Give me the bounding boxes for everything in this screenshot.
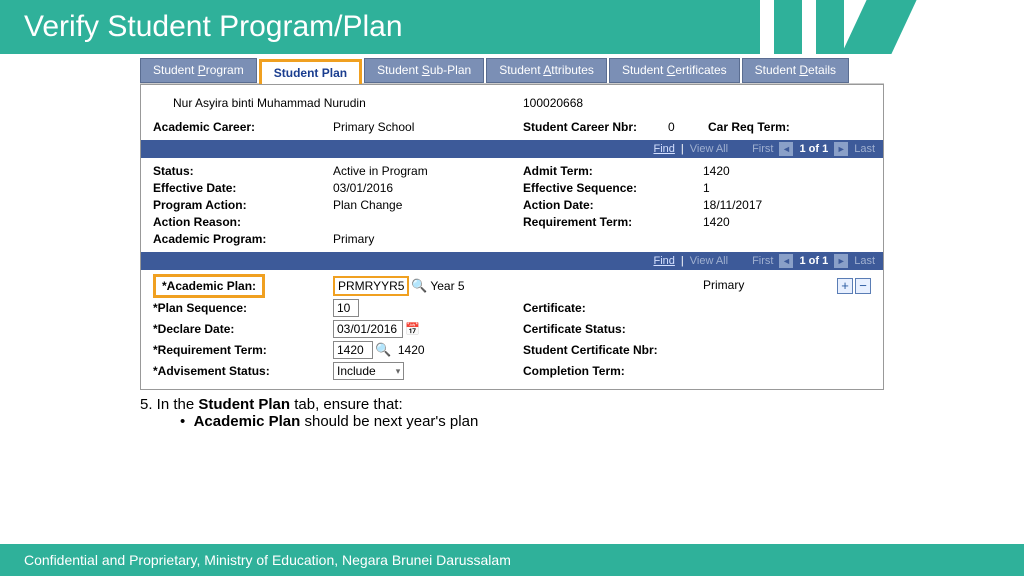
lookup-icon-2[interactable]: 🔍 <box>375 342 391 357</box>
tab-student-subplan[interactable]: Student Sub-Plan <box>364 58 484 83</box>
cert-label: Certificate: <box>523 301 703 315</box>
action-date-value: 18/11/2017 <box>703 198 871 212</box>
footer: Confidential and Proprietary, Ministry o… <box>0 544 1024 576</box>
lookup-icon[interactable]: 🔍 <box>411 278 427 293</box>
career-nbr-value: 0 <box>668 120 708 134</box>
academic-career-value: Primary School <box>333 120 523 134</box>
nav-bar-2: Find| View All First ◄ 1 of 1 ► Last <box>141 252 883 270</box>
action-date-label: Action Date: <box>523 198 703 212</box>
prog-action-value: Plan Change <box>333 198 523 212</box>
slide-header: Verify Student Program/Plan <box>0 0 1024 54</box>
prev-icon[interactable]: ◄ <box>779 142 793 156</box>
req-term-label: Requirement Term: <box>523 215 703 229</box>
plan-seq-input[interactable]: 10 <box>333 299 359 317</box>
first-label: First <box>752 143 773 155</box>
last-label: Last <box>854 143 875 155</box>
eff-seq-label: Effective Sequence: <box>523 181 703 195</box>
acad-prog-value: Primary <box>333 232 523 246</box>
tab-student-details[interactable]: Student Details <box>742 58 849 83</box>
req-term-input[interactable]: 1420 <box>333 341 373 359</box>
eff-date-value: 03/01/2016 <box>333 181 523 195</box>
declare-label: *Declare Date: <box>153 322 333 336</box>
career-nbr-label: Student Career Nbr: <box>523 120 668 134</box>
admit-term-label: Admit Term: <box>523 164 703 178</box>
cert-status-label: Certificate Status: <box>523 322 703 336</box>
tab-student-plan[interactable]: Student Plan <box>259 59 362 84</box>
acad-prog-label: Academic Program: <box>153 232 333 246</box>
next-icon-2[interactable]: ► <box>834 254 848 268</box>
action-reason-label: Action Reason: <box>153 215 333 229</box>
prog-action-label: Program Action: <box>153 198 333 212</box>
tab-student-attributes[interactable]: Student Attributes <box>486 58 607 83</box>
instructions: 5. In the Student Plan tab, ensure that:… <box>0 390 1024 436</box>
acad-plan-desc: Year 5 <box>430 279 464 293</box>
add-row-button[interactable]: + <box>837 278 853 294</box>
next-icon[interactable]: ► <box>834 142 848 156</box>
acad-plan-input[interactable]: PRMRYYR5 <box>333 276 409 296</box>
form-panel: Nur Asyira binti Muhammad Nurudin 100020… <box>140 84 884 390</box>
car-req-term-label: Car Req Term: <box>708 120 790 134</box>
tab-row: Student Program Student Plan Student Sub… <box>140 58 884 84</box>
tab-student-program[interactable]: Student Program <box>140 58 257 83</box>
academic-career-label: Academic Career: <box>153 120 333 134</box>
declare-input[interactable]: 03/01/2016 <box>333 320 403 338</box>
eff-date-label: Effective Date: <box>153 181 333 195</box>
tab-student-certificates[interactable]: Student Certificates <box>609 58 740 83</box>
prev-icon-2[interactable]: ◄ <box>779 254 793 268</box>
advise-select[interactable]: Include▾ <box>333 362 404 380</box>
req-term2-label: *Requirement Term: <box>153 343 333 357</box>
counter: 1 of 1 <box>799 143 828 155</box>
eff-seq-value: 1 <box>703 181 871 195</box>
status-value: Active in Program <box>333 164 523 178</box>
req-term-desc: 1420 <box>398 343 425 357</box>
acad-plan-label: *Academic Plan: <box>153 274 265 298</box>
plan-seq-label: *Plan Sequence: <box>153 301 333 315</box>
student-name: Nur Asyira binti Muhammad Nurudin <box>153 96 523 110</box>
advise-label: *Advisement Status: <box>153 364 333 378</box>
chevron-down-icon: ▾ <box>396 366 401 377</box>
find-link[interactable]: Find <box>653 143 674 155</box>
nav-bar-1: Find| View All First ◄ 1 of 1 ► Last <box>141 140 883 158</box>
cert-nbr-label: Student Certificate Nbr: <box>523 343 703 357</box>
admit-term-value: 1420 <box>703 164 871 178</box>
status-label: Status: <box>153 164 333 178</box>
completion-label: Completion Term: <box>523 364 703 378</box>
calendar-icon[interactable]: 📅 <box>405 322 420 336</box>
student-id: 100020668 <box>523 96 583 110</box>
remove-row-button[interactable]: − <box>855 278 871 294</box>
acad-plan-type: Primary <box>703 278 744 294</box>
find-link-2[interactable]: Find <box>653 255 674 267</box>
req-term-value: 1420 <box>703 215 871 229</box>
view-all: View All <box>690 143 728 155</box>
page-title: Verify Student Program/Plan <box>24 10 403 44</box>
